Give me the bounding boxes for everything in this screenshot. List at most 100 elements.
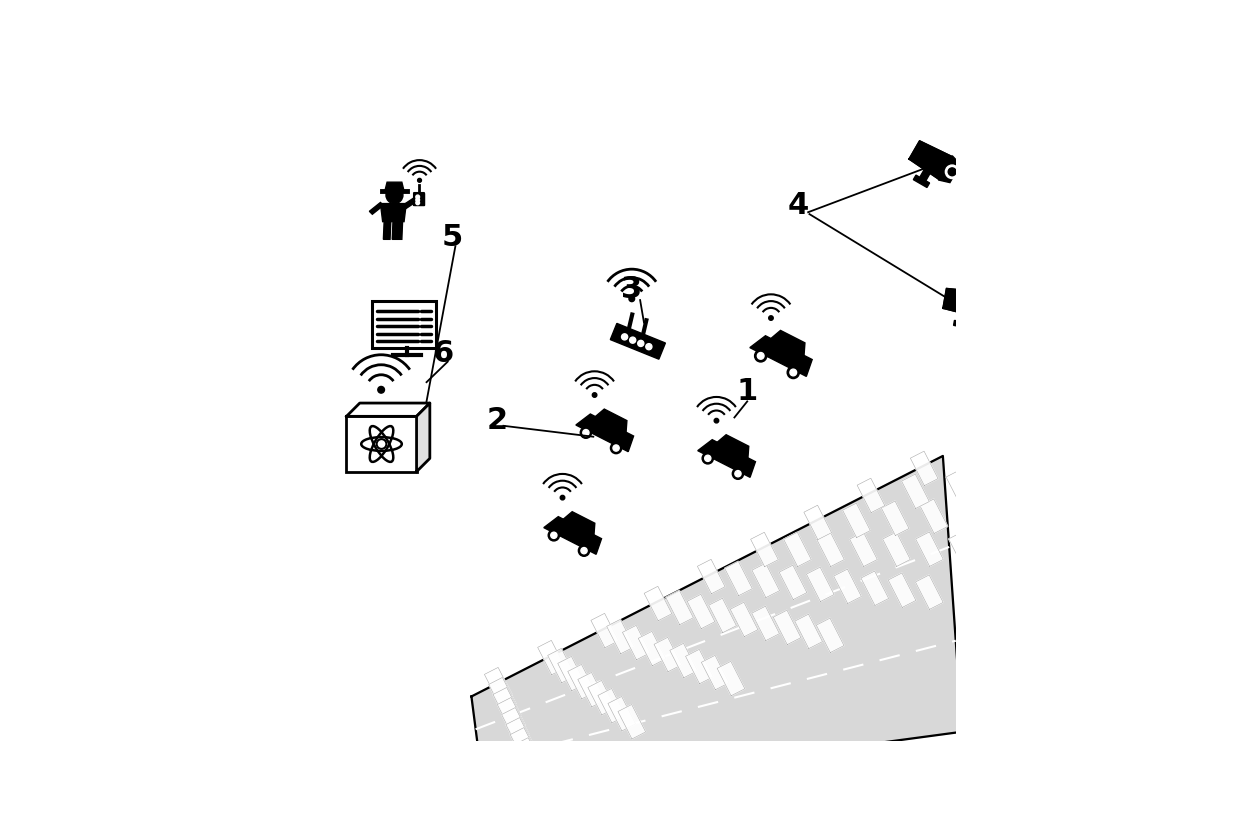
Polygon shape xyxy=(717,435,748,458)
Polygon shape xyxy=(519,748,546,782)
Circle shape xyxy=(418,178,421,182)
Circle shape xyxy=(768,316,773,321)
Circle shape xyxy=(387,187,403,203)
Polygon shape xyxy=(403,198,418,208)
Polygon shape xyxy=(730,602,758,636)
Circle shape xyxy=(629,337,636,343)
Polygon shape xyxy=(717,661,745,696)
Polygon shape xyxy=(1061,433,1089,467)
Circle shape xyxy=(581,547,587,554)
Circle shape xyxy=(416,198,420,202)
Polygon shape xyxy=(911,451,938,486)
Polygon shape xyxy=(611,323,665,359)
Polygon shape xyxy=(416,403,430,471)
Polygon shape xyxy=(622,626,650,660)
Circle shape xyxy=(646,344,652,350)
Polygon shape xyxy=(807,567,834,601)
Polygon shape xyxy=(598,689,626,723)
Circle shape xyxy=(703,452,714,464)
Polygon shape xyxy=(688,594,715,629)
Polygon shape xyxy=(921,499,948,533)
Bar xyxy=(372,301,436,348)
Polygon shape xyxy=(981,531,1010,566)
Polygon shape xyxy=(773,611,800,645)
Polygon shape xyxy=(493,687,520,722)
Polygon shape xyxy=(497,697,525,732)
Circle shape xyxy=(948,168,957,176)
Circle shape xyxy=(979,299,992,312)
Polygon shape xyxy=(1168,450,1196,484)
Polygon shape xyxy=(1212,415,1239,449)
Polygon shape xyxy=(976,292,991,317)
Polygon shape xyxy=(654,637,681,671)
Polygon shape xyxy=(949,532,976,566)
Polygon shape xyxy=(938,156,960,182)
Circle shape xyxy=(582,430,589,436)
Polygon shape xyxy=(881,501,909,536)
Polygon shape xyxy=(510,727,538,762)
Polygon shape xyxy=(698,559,725,594)
Polygon shape xyxy=(954,321,969,328)
Polygon shape xyxy=(380,203,406,222)
Polygon shape xyxy=(817,618,844,652)
Text: 5: 5 xyxy=(441,223,463,252)
Polygon shape xyxy=(587,681,616,715)
Polygon shape xyxy=(383,222,390,239)
Polygon shape xyxy=(913,175,929,187)
Polygon shape xyxy=(817,532,844,566)
Polygon shape xyxy=(414,193,424,206)
Circle shape xyxy=(705,455,711,461)
Polygon shape xyxy=(916,575,943,610)
Text: 4: 4 xyxy=(788,192,809,220)
Polygon shape xyxy=(347,403,430,416)
Polygon shape xyxy=(665,591,694,625)
Circle shape xyxy=(714,418,719,423)
Polygon shape xyxy=(638,631,665,666)
Polygon shape xyxy=(1015,531,1042,566)
Polygon shape xyxy=(916,532,943,566)
Circle shape xyxy=(787,367,799,378)
Polygon shape xyxy=(958,312,966,324)
Circle shape xyxy=(580,427,591,438)
Circle shape xyxy=(377,439,387,449)
Polygon shape xyxy=(751,532,778,566)
Circle shape xyxy=(560,496,565,500)
Polygon shape xyxy=(506,717,534,752)
Polygon shape xyxy=(990,466,1018,501)
Circle shape xyxy=(416,201,420,205)
Polygon shape xyxy=(1035,461,1063,496)
Circle shape xyxy=(945,165,959,178)
Circle shape xyxy=(551,532,558,538)
Polygon shape xyxy=(576,414,633,451)
Polygon shape xyxy=(1114,489,1141,523)
Polygon shape xyxy=(685,650,714,684)
Polygon shape xyxy=(644,586,672,621)
Circle shape xyxy=(757,352,764,359)
Polygon shape xyxy=(750,336,813,377)
Text: 6: 6 xyxy=(432,339,453,368)
Polygon shape xyxy=(488,677,517,712)
Circle shape xyxy=(613,445,620,451)
Polygon shape xyxy=(857,478,885,512)
Text: 2: 2 xyxy=(487,407,508,435)
Polygon shape xyxy=(997,495,1026,529)
Polygon shape xyxy=(752,563,779,597)
Polygon shape xyxy=(1111,426,1139,461)
Circle shape xyxy=(548,530,560,541)
Polygon shape xyxy=(1213,446,1239,480)
Polygon shape xyxy=(564,511,595,535)
Polygon shape xyxy=(752,606,779,641)
Circle shape xyxy=(611,442,622,454)
Polygon shape xyxy=(567,665,596,699)
Circle shape xyxy=(592,392,597,397)
Circle shape xyxy=(755,350,767,362)
Circle shape xyxy=(378,441,384,447)
Polygon shape xyxy=(514,738,543,772)
Circle shape xyxy=(629,296,634,302)
Polygon shape xyxy=(698,440,756,477)
Polygon shape xyxy=(607,620,634,654)
Polygon shape xyxy=(1011,439,1038,473)
Polygon shape xyxy=(701,656,729,690)
Polygon shape xyxy=(618,705,646,739)
Circle shape xyxy=(732,468,743,479)
